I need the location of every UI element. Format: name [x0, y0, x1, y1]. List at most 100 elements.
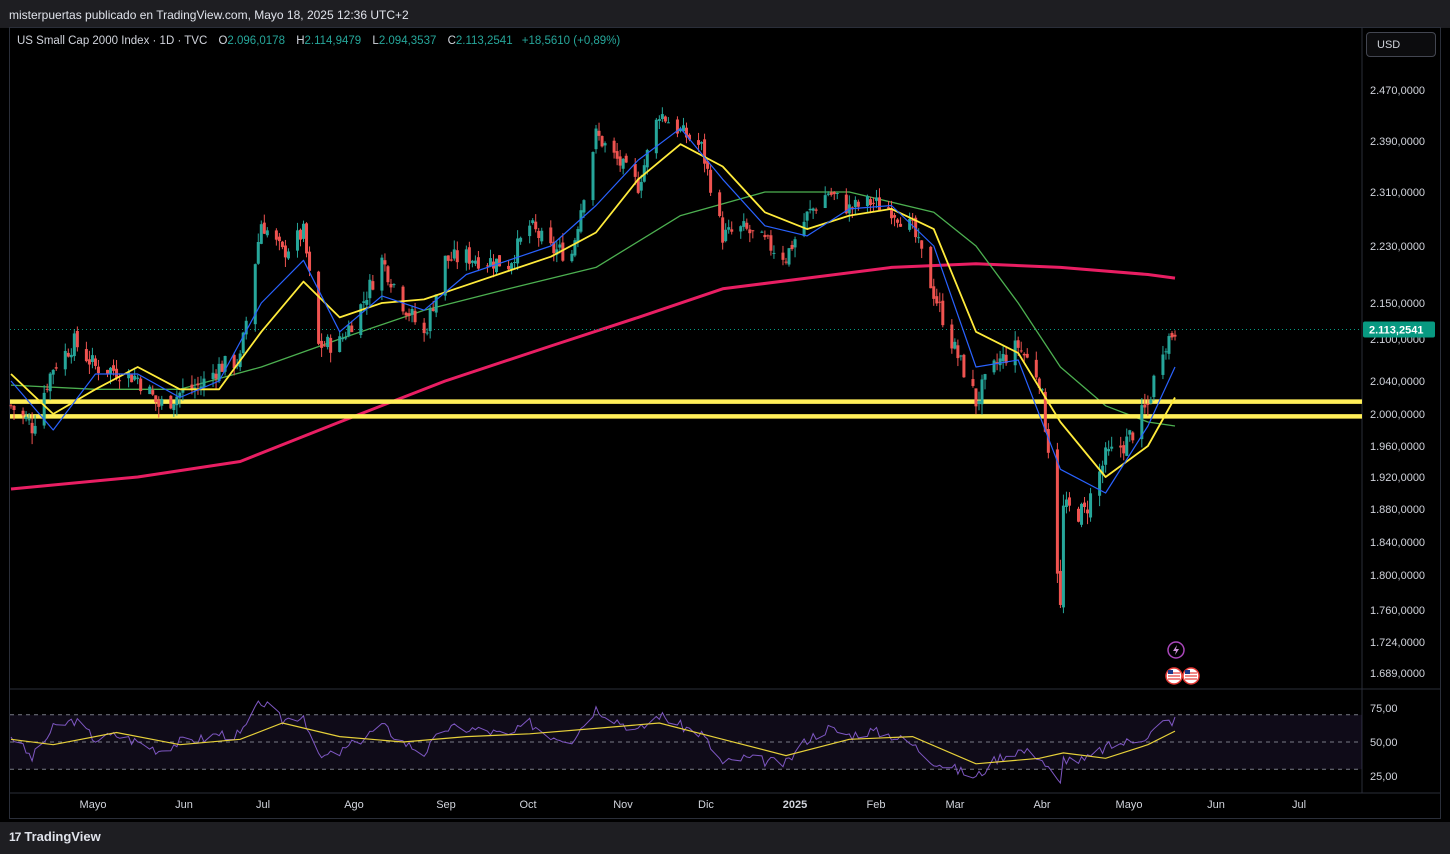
candle-body [259, 224, 263, 244]
candle-body [657, 119, 661, 121]
candle-body [115, 368, 119, 378]
candle-body [274, 230, 278, 240]
low-value: 2.094,3537 [378, 35, 437, 47]
candle-body [871, 202, 875, 204]
candle-body [899, 223, 903, 227]
time-tick-label: Sep [436, 799, 456, 811]
time-tick-label: Jul [1292, 799, 1306, 811]
candle-body [953, 341, 957, 349]
candle-body [1037, 378, 1041, 388]
candle-body [1061, 505, 1065, 608]
candle-body [404, 312, 408, 316]
candle-body [139, 378, 143, 392]
candle-body [1080, 503, 1084, 525]
candle-body [844, 194, 848, 214]
candle-body [455, 250, 459, 263]
candle-body [344, 337, 348, 339]
candle-body [718, 192, 722, 217]
chart-frame [9, 27, 1441, 819]
candle-body [534, 221, 538, 230]
candle-body [1055, 449, 1059, 574]
candle-body [814, 209, 818, 211]
candle-body [531, 220, 535, 223]
candle-body [603, 143, 607, 146]
candle-body [341, 338, 345, 340]
tradingview-logo[interactable]: 17 TradingView [9, 829, 101, 844]
change-value: +18,5610 (+0,89%) [521, 35, 621, 47]
candle-body [537, 230, 541, 238]
candle-body [751, 230, 755, 232]
candle-body [597, 130, 601, 136]
candle-body [1016, 340, 1020, 348]
candle-body [579, 210, 583, 232]
candle-body [808, 208, 812, 211]
candle-body [1022, 353, 1026, 356]
candle-body [675, 119, 679, 134]
candle-body [591, 152, 595, 201]
candle-body [359, 304, 363, 335]
candle-body [727, 227, 731, 230]
price-tick-label: 1.689,0000 [1370, 668, 1425, 680]
time-tick-label: Jul [256, 799, 270, 811]
candle-body [148, 386, 152, 395]
candle-body [893, 215, 897, 218]
candle-body [763, 234, 767, 238]
candle-body [805, 211, 809, 221]
price-tick-label: 1.920,0000 [1370, 472, 1425, 484]
tradingview-brand: TradingView [24, 829, 101, 844]
candle-body [302, 223, 306, 239]
candle-body [793, 239, 797, 248]
candle-body [392, 284, 396, 286]
candle-body [745, 222, 749, 229]
candle-body [96, 366, 100, 374]
candle-body [932, 286, 936, 299]
candle-body [540, 230, 544, 242]
candle-body [175, 396, 179, 406]
candle-body [971, 379, 975, 386]
candle-body [485, 265, 489, 267]
candle-body [983, 374, 987, 380]
lightning-event-icon [1167, 641, 1185, 659]
ma-mid-line [10, 143, 1176, 478]
flag-canton [1168, 670, 1173, 674]
candle-body [66, 352, 70, 357]
candle-body [329, 337, 333, 353]
currency-button[interactable]: USD [1366, 32, 1436, 57]
candle-body [84, 349, 88, 362]
time-tick-label: Jun [1207, 799, 1225, 811]
candle-body [217, 363, 221, 382]
price-tick-label: 1.960,0000 [1370, 441, 1425, 453]
rsi-tick-label: 50,00 [1370, 737, 1398, 749]
candle-body [1173, 334, 1177, 337]
high-value: 2.114,9479 [304, 35, 362, 47]
candle-body [87, 359, 91, 365]
time-tick-label: Dic [698, 799, 714, 811]
candle-body [277, 236, 281, 242]
candle-body [202, 378, 206, 388]
candle-body [51, 369, 55, 375]
candle-body [561, 242, 565, 261]
candle-body [178, 392, 182, 398]
candle-body [157, 400, 161, 407]
candle-body [663, 116, 667, 122]
last-price-tag [1363, 321, 1435, 338]
candle-body [974, 388, 978, 407]
price-tick-label: 1.724,0000 [1370, 637, 1425, 649]
candle-body [681, 125, 685, 132]
candle-body [45, 388, 49, 390]
candle-body [1067, 497, 1071, 506]
candle-body [766, 235, 770, 237]
candle-body [760, 231, 764, 233]
candle-body [1125, 436, 1129, 456]
candle-body [552, 241, 556, 254]
candle-body [389, 283, 393, 288]
candle-body [1167, 336, 1171, 354]
candle-body [407, 313, 411, 317]
candle-body [413, 310, 417, 323]
candle-body [151, 390, 155, 395]
candle-body [513, 262, 517, 264]
candle-body [703, 139, 707, 164]
chart-canvas[interactable]: 2.470,0000 2.390,0000 2.310,0000 2.230,0000… [0, 0, 1450, 822]
time-tick-label: Ago [344, 799, 364, 811]
candle-body [980, 379, 984, 405]
